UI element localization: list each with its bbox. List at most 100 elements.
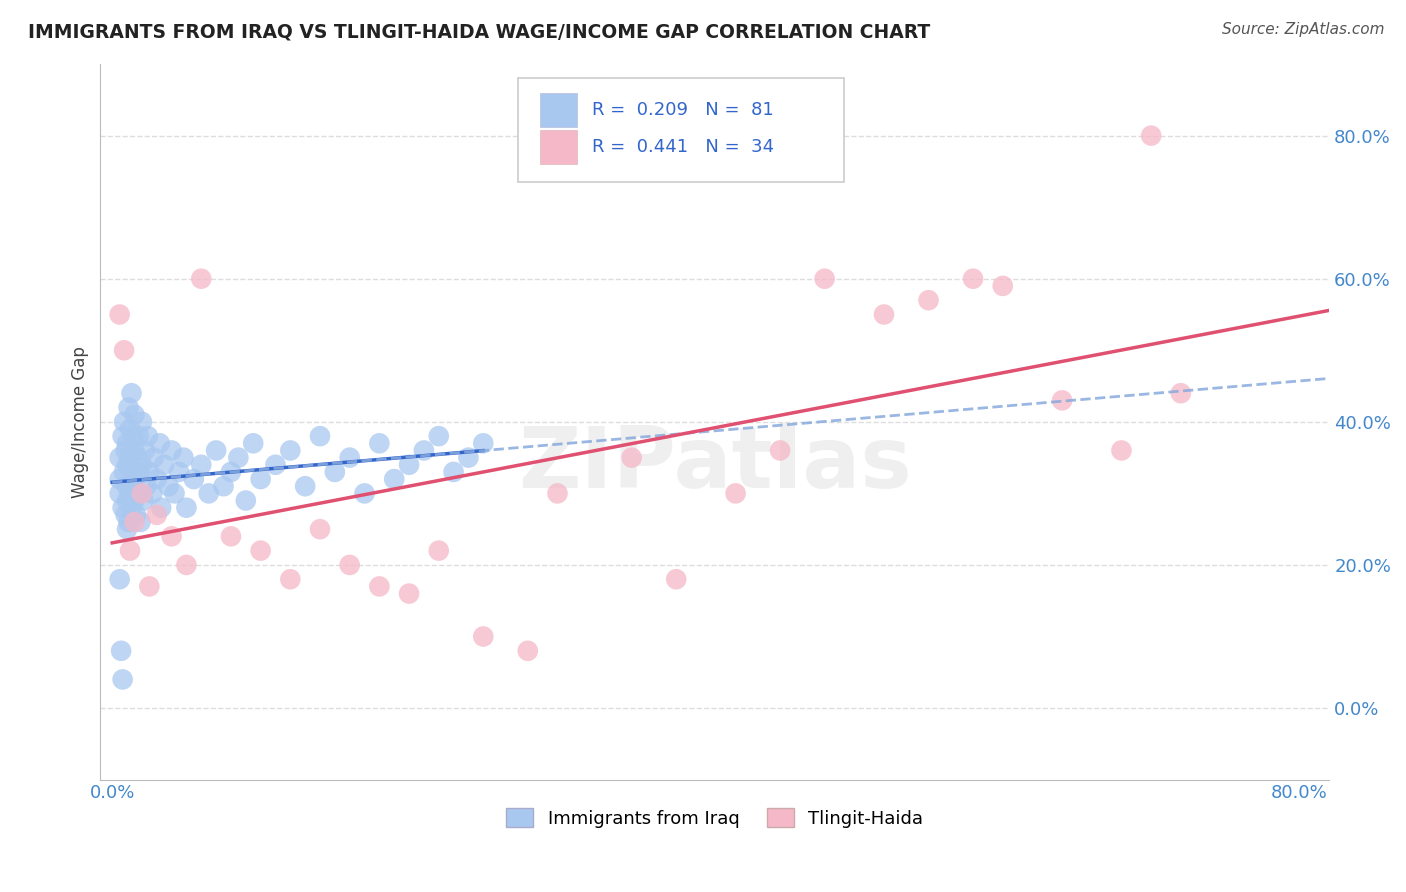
Point xyxy=(111,500,134,515)
Point xyxy=(190,458,212,472)
Legend: Immigrants from Iraq, Tlingit-Haida: Immigrants from Iraq, Tlingit-Haida xyxy=(499,801,931,835)
Point xyxy=(117,515,139,529)
Point xyxy=(991,278,1014,293)
Point xyxy=(294,479,316,493)
Point xyxy=(176,500,198,515)
Point xyxy=(124,493,146,508)
Point xyxy=(111,673,134,687)
Point xyxy=(141,486,163,500)
Text: Source: ZipAtlas.com: Source: ZipAtlas.com xyxy=(1222,22,1385,37)
Point xyxy=(131,415,153,429)
Point xyxy=(108,472,131,486)
Point xyxy=(145,508,167,522)
Point xyxy=(228,450,250,465)
Point xyxy=(443,465,465,479)
Point xyxy=(917,293,939,308)
Point xyxy=(160,529,183,543)
Point xyxy=(427,543,450,558)
Point xyxy=(118,486,141,500)
Point xyxy=(219,529,242,543)
Point xyxy=(131,486,153,500)
Bar xyxy=(540,130,578,164)
Point xyxy=(132,493,155,508)
Point xyxy=(117,401,139,415)
Point xyxy=(114,443,136,458)
Point xyxy=(115,458,138,472)
Point xyxy=(724,486,747,500)
Text: R =  0.441   N =  34: R = 0.441 N = 34 xyxy=(592,138,775,156)
Point xyxy=(128,429,150,443)
Point xyxy=(176,558,198,572)
Point xyxy=(1170,386,1192,401)
Point xyxy=(124,515,146,529)
Point xyxy=(122,429,145,443)
Text: IMMIGRANTS FROM IRAQ VS TLINGIT-HAIDA WAGE/INCOME GAP CORRELATION CHART: IMMIGRANTS FROM IRAQ VS TLINGIT-HAIDA WA… xyxy=(28,22,931,41)
Point xyxy=(129,515,152,529)
Point xyxy=(127,486,149,500)
Point xyxy=(115,479,138,493)
Point xyxy=(427,429,450,443)
Point xyxy=(219,465,242,479)
Point xyxy=(138,579,160,593)
Point xyxy=(172,450,194,465)
Point xyxy=(814,271,837,285)
Point xyxy=(516,644,538,658)
Point xyxy=(309,522,332,536)
Point xyxy=(134,443,156,458)
Point xyxy=(157,479,180,493)
Point xyxy=(149,436,172,450)
Point xyxy=(128,465,150,479)
Point xyxy=(118,422,141,436)
Point xyxy=(620,450,643,465)
Point xyxy=(111,429,134,443)
Point xyxy=(249,543,271,558)
Bar xyxy=(540,93,578,127)
Point xyxy=(249,472,271,486)
Y-axis label: Wage/Income Gap: Wage/Income Gap xyxy=(72,346,89,498)
Point xyxy=(205,443,228,458)
Point xyxy=(114,508,136,522)
Point xyxy=(278,443,301,458)
Point xyxy=(412,443,434,458)
Point xyxy=(124,408,146,422)
Text: ZIPatlas: ZIPatlas xyxy=(517,424,911,507)
Point xyxy=(150,500,173,515)
Point xyxy=(125,472,148,486)
Point xyxy=(121,465,143,479)
Bar xyxy=(519,78,844,182)
Point xyxy=(122,479,145,493)
Point xyxy=(665,572,688,586)
Point xyxy=(115,522,138,536)
Point xyxy=(242,436,264,450)
Point xyxy=(382,472,405,486)
Point xyxy=(138,465,160,479)
Point xyxy=(127,450,149,465)
Point xyxy=(190,271,212,285)
Point xyxy=(339,558,361,572)
Point xyxy=(121,500,143,515)
Point xyxy=(142,450,165,465)
Point xyxy=(121,386,143,401)
Point xyxy=(323,465,346,479)
Point xyxy=(110,644,132,658)
Point xyxy=(278,572,301,586)
Point xyxy=(163,486,186,500)
Point xyxy=(368,436,391,450)
Point xyxy=(167,465,190,479)
Point xyxy=(135,479,157,493)
Point xyxy=(115,493,138,508)
Point xyxy=(125,508,148,522)
Point xyxy=(118,543,141,558)
Point xyxy=(212,479,235,493)
Point xyxy=(398,586,420,600)
Point xyxy=(235,493,257,508)
Point xyxy=(136,429,159,443)
Point xyxy=(962,271,984,285)
Point xyxy=(108,572,131,586)
Point xyxy=(112,343,135,358)
Point xyxy=(264,458,287,472)
Point xyxy=(160,443,183,458)
Point xyxy=(472,436,495,450)
Point xyxy=(112,465,135,479)
Point xyxy=(108,308,131,322)
